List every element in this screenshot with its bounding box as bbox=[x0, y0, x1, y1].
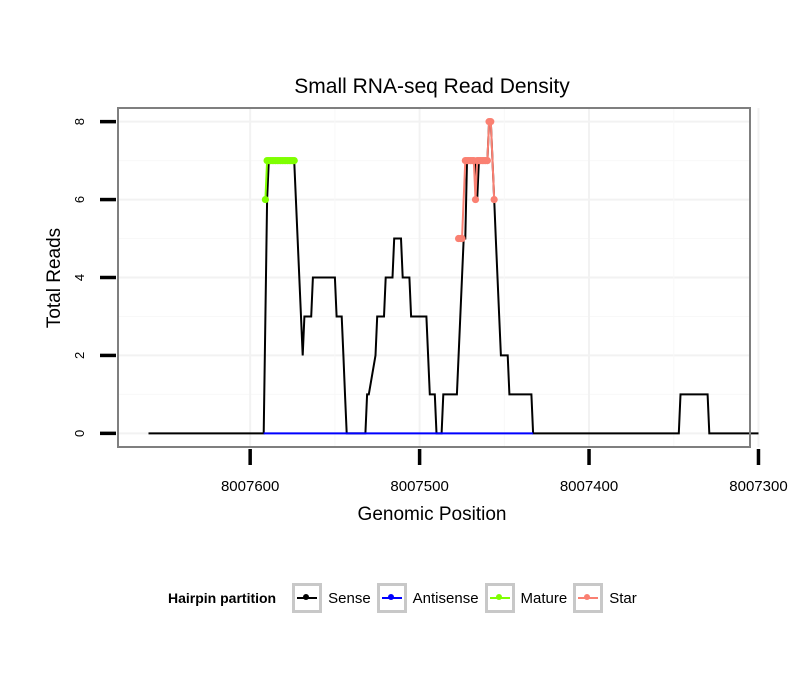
y-tick-label: 0 bbox=[72, 430, 87, 437]
data-point-star bbox=[471, 195, 480, 204]
data-point-mature bbox=[261, 195, 270, 204]
legend-key-antisense bbox=[376, 583, 407, 613]
legend-item-sense: Sense bbox=[292, 583, 371, 613]
x-tick-label: 8007600 bbox=[221, 478, 279, 495]
data-point-mature bbox=[290, 157, 298, 165]
legend-label-antisense: Antisense bbox=[412, 589, 479, 607]
x-tick-label: 8007300 bbox=[729, 478, 787, 495]
series-layer bbox=[148, 118, 759, 435]
axes: 0 2 4 6 8 8007600 8007500 8007400 8007300 bbox=[72, 118, 788, 495]
x-tick-label: 8007500 bbox=[390, 478, 448, 495]
legend-title: Hairpin partition bbox=[168, 590, 277, 606]
legend-key-sense bbox=[292, 583, 323, 613]
y-tick-label: 8 bbox=[72, 118, 87, 125]
y-tick-label: 6 bbox=[72, 196, 87, 203]
series-line-sense bbox=[148, 120, 759, 435]
legend: Hairpin partition Sense Antisense Mature… bbox=[168, 578, 643, 618]
plot-panel-border bbox=[117, 107, 751, 448]
y-axis-label: Total Reads bbox=[44, 228, 65, 328]
legend-item-star: Star bbox=[573, 583, 637, 613]
data-point-star bbox=[487, 118, 495, 126]
x-tick-label: 8007400 bbox=[560, 478, 618, 495]
legend-label-mature: Mature bbox=[520, 589, 568, 607]
x-axis-label: Genomic Position bbox=[358, 504, 507, 525]
data-point-star bbox=[458, 234, 466, 243]
y-tick-label: 2 bbox=[72, 352, 87, 359]
legend-label-sense: Sense bbox=[328, 589, 371, 607]
legend-key-star bbox=[573, 583, 604, 613]
y-tick-label: 4 bbox=[72, 274, 87, 281]
chart-title: Small RNA-seq Read Density bbox=[294, 75, 570, 98]
legend-item-antisense: Antisense bbox=[376, 583, 479, 613]
data-point-star bbox=[483, 157, 491, 165]
legend-key-mature bbox=[484, 583, 515, 613]
legend-item-mature: Mature bbox=[484, 583, 568, 613]
data-point-star bbox=[490, 195, 498, 204]
legend-label-star: Star bbox=[609, 589, 637, 607]
